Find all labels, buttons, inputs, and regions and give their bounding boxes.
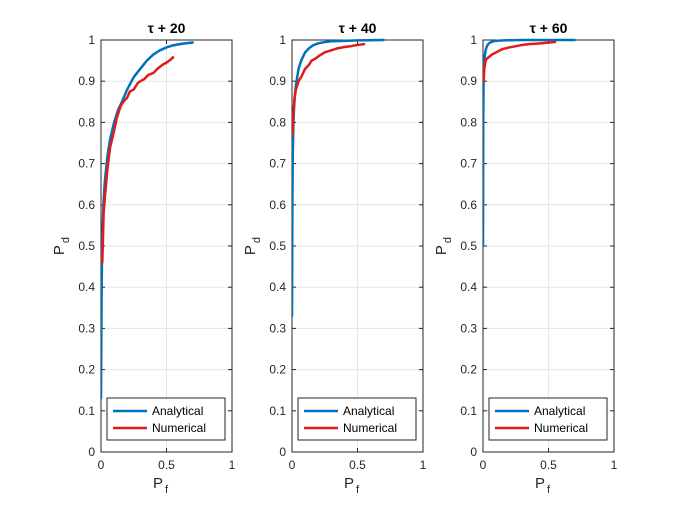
- legend: Analytical Numerical: [488, 397, 608, 441]
- legend-entry-numerical: Numerical: [534, 421, 588, 435]
- y-tick-label: 0.6: [78, 198, 95, 212]
- y-tick-label: 0.1: [460, 404, 477, 418]
- x-axis-label-sub: f: [165, 484, 169, 496]
- series-line-numerical: [483, 40, 557, 83]
- y-tick-label: 1: [279, 33, 286, 47]
- legend: Analytical Numerical: [297, 397, 417, 441]
- y-tick-label: 0: [88, 445, 95, 459]
- y-tick-label: 0.6: [269, 198, 286, 212]
- y-tick-label: 0.7: [460, 157, 477, 171]
- y-tick-label: 0.3: [78, 321, 95, 335]
- y-tick-label: 0.7: [269, 157, 286, 171]
- y-tick-label: 0.6: [460, 198, 477, 212]
- x-axis-label-sub: f: [547, 484, 551, 496]
- y-tick-label: 0.5: [460, 239, 477, 253]
- x-tick-label: 1: [229, 458, 236, 472]
- y-tick-label: 0: [279, 445, 286, 459]
- y-tick-label: 0.4: [78, 280, 95, 294]
- y-axis-label-main: P: [433, 245, 450, 255]
- y-tick-label: 0.1: [269, 404, 286, 418]
- legend-box: [488, 397, 608, 441]
- y-tick-label: 0.4: [460, 280, 477, 294]
- x-tick-label: 0.5: [540, 458, 557, 472]
- x-axis-label-sub: f: [356, 484, 360, 496]
- y-axis-label-main: P: [51, 245, 68, 255]
- y-tick-label: 0.9: [78, 74, 95, 88]
- y-tick-label: 0.5: [269, 239, 286, 253]
- x-axis-label-main: P: [153, 475, 163, 492]
- y-axis-label-sub: d: [251, 237, 263, 243]
- y-tick-label: 0: [470, 445, 477, 459]
- x-tick-label: 1: [420, 458, 427, 472]
- y-tick-label: 0.9: [460, 74, 477, 88]
- legend-entry-analytical: Analytical: [534, 404, 585, 418]
- y-tick-label: 0.2: [460, 363, 477, 377]
- y-tick-label: 0.8: [269, 115, 286, 129]
- y-axis-label: Pd: [433, 237, 454, 255]
- y-tick-label: 0.2: [269, 363, 286, 377]
- series-line-numerical: [101, 56, 175, 264]
- x-tick-label: 0: [98, 458, 105, 472]
- y-tick-label: 0.2: [78, 363, 95, 377]
- x-tick-label: 0: [289, 458, 296, 472]
- legend-entry-numerical: Numerical: [152, 421, 206, 435]
- x-tick-label: 0.5: [158, 458, 175, 472]
- legend-box: [297, 397, 417, 441]
- y-tick-label: 0.4: [269, 280, 286, 294]
- y-tick-label: 0.5: [78, 239, 95, 253]
- y-axis-label: Pd: [51, 237, 72, 255]
- chart-title: τ + 60: [530, 20, 568, 36]
- chart-panel-2: 0 0.1 0.2 0.3 0.4 0.5 0.6 0.7 0.8 0.9 1 0 0.5 1 τ + 40…: [242, 20, 427, 496]
- legend-entry-analytical: Analytical: [343, 404, 394, 418]
- y-tick-label: 0.7: [78, 157, 95, 171]
- y-tick-label: 0.8: [78, 115, 95, 129]
- x-axis-label-main: P: [535, 475, 545, 492]
- legend-entry-analytical: Analytical: [152, 404, 203, 418]
- x-tick-label: 0.5: [349, 458, 366, 472]
- chart-panel-1: 0 0.1 0.2 0.3 0.4 0.5 0.6 0.7 0.8 0.9 1 0 0.5 1 τ + 20…: [51, 20, 236, 496]
- chart-title: τ + 40: [339, 20, 377, 36]
- series-line-numerical: [292, 42, 366, 137]
- y-tick-label: 0.9: [269, 74, 286, 88]
- legend-box: [106, 397, 226, 441]
- y-axis-label-sub: d: [442, 237, 454, 243]
- y-tick-label: 0.1: [78, 404, 95, 418]
- legend-entry-numerical: Numerical: [343, 421, 397, 435]
- chart-panel-3: 0 0.1 0.2 0.3 0.4 0.5 0.6 0.7 0.8 0.9 1 0 0.5 1 τ + 60…: [433, 20, 618, 496]
- legend: Analytical Numerical: [106, 397, 226, 441]
- y-axis-label-sub: d: [60, 237, 72, 243]
- y-tick-label: 0.3: [460, 321, 477, 335]
- x-axis-label-main: P: [344, 475, 354, 492]
- x-tick-label: 0: [480, 458, 487, 472]
- y-tick-label: 1: [470, 33, 477, 47]
- y-axis-label-main: P: [242, 245, 259, 255]
- chart-title: τ + 20: [148, 20, 186, 36]
- y-axis-label: Pd: [242, 237, 263, 255]
- x-tick-label: 1: [611, 458, 618, 472]
- y-tick-label: 0.3: [269, 321, 286, 335]
- y-tick-label: 1: [88, 33, 95, 47]
- y-tick-label: 0.8: [460, 115, 477, 129]
